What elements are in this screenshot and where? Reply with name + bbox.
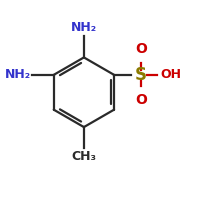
Text: S: S — [135, 66, 147, 84]
Text: NH₂: NH₂ — [4, 68, 31, 81]
Text: O: O — [135, 42, 147, 56]
Text: CH₃: CH₃ — [71, 150, 96, 163]
Text: OH: OH — [161, 68, 182, 81]
Text: NH₂: NH₂ — [71, 21, 97, 34]
Text: O: O — [135, 93, 147, 107]
